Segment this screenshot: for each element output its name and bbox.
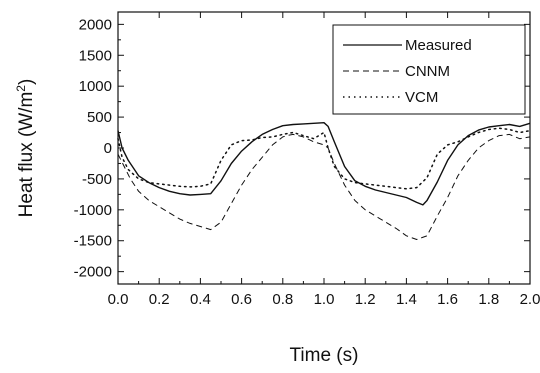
- y-axis-title-superscript: 2: [14, 85, 28, 92]
- legend-label-vcm: VCM: [405, 89, 438, 106]
- x-tick-label: 0.0: [108, 291, 129, 308]
- y-axis-title-close: ): [16, 79, 37, 85]
- y-axis-ticks: -2000 -1500 -1000 -500 0 500 1000 1500 2000: [74, 16, 530, 281]
- series-line-cnnm: [117, 133, 531, 240]
- legend-label-measured: Measured: [405, 37, 472, 54]
- x-tick-label: 1.8: [478, 291, 499, 308]
- x-tick-label: 1.6: [437, 291, 458, 308]
- y-axis-title: Heat flux (W/m2): [14, 79, 37, 218]
- x-tick-label: 0.4: [190, 291, 211, 308]
- legend-box: [332, 24, 526, 115]
- y-tick-label: -500: [82, 171, 112, 188]
- x-axis-title: Time (s): [290, 345, 359, 366]
- y-tick-label: -1000: [74, 202, 112, 219]
- y-tick-label: 1500: [79, 47, 112, 64]
- x-tick-label: 1.4: [396, 291, 417, 308]
- y-tick-label: 0: [104, 140, 112, 157]
- series-line-vcm: [117, 127, 531, 190]
- legend: Measured CNNM VCM: [332, 24, 526, 115]
- x-tick-label: 1.0: [314, 291, 335, 308]
- y-tick-label: 2000: [79, 16, 112, 33]
- x-tick-label: 0.6: [231, 291, 252, 308]
- y-tick-label: -1500: [74, 233, 112, 250]
- y-tick-label: 500: [87, 109, 112, 126]
- y-tick-label: -2000: [74, 264, 112, 281]
- y-tick-label: 1000: [79, 78, 112, 95]
- legend-label-cnnm: CNNM: [405, 63, 450, 80]
- x-axis-ticks: 0.0 0.2 0.4 0.6 0.8 1.0 1.2 1.4 1.6 1.8 2.0: [108, 12, 540, 308]
- series-lines: [117, 121, 531, 240]
- y-axis-title-main: Heat flux (W/m: [16, 92, 37, 218]
- x-tick-label: 0.2: [149, 291, 170, 308]
- x-tick-label: 2.0: [520, 291, 540, 308]
- series-line-measured: [117, 121, 531, 206]
- x-tick-label: 0.8: [272, 291, 293, 308]
- x-tick-label: 1.2: [355, 291, 376, 308]
